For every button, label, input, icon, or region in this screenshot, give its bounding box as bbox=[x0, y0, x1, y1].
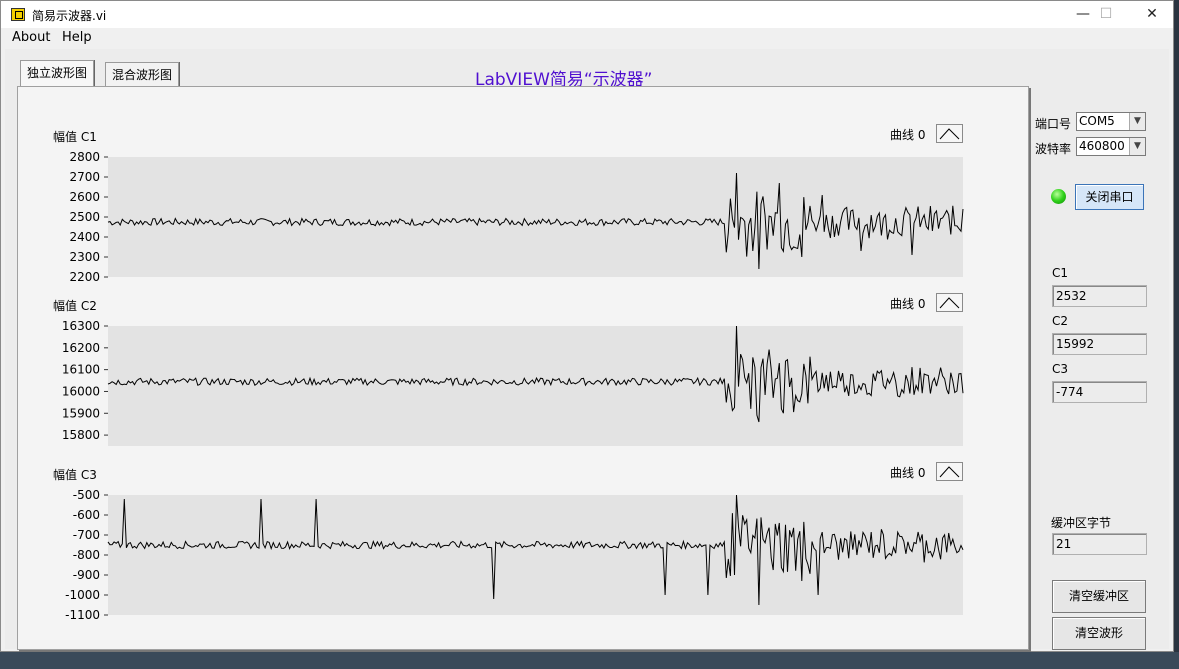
waveform-line-c2 bbox=[107, 325, 964, 423]
front-panel-title: LabVIEW简易“示波器” bbox=[475, 70, 653, 90]
chart-c3-label: 幅值 C3 bbox=[53, 468, 97, 482]
labview-vi-icon bbox=[11, 8, 25, 21]
close-port-button[interactable]: 关闭串口 bbox=[1075, 184, 1144, 210]
minimize-button[interactable]: — bbox=[1076, 6, 1090, 22]
waveform-charts: 2800 2700 2600 2500 2400 2300 2200 16300 16200 16… bbox=[62, 150, 964, 622]
tab-independent-waveform[interactable]: 独立波形图 bbox=[20, 60, 95, 86]
tab-content: 2800 2700 2600 2500 2400 2300 2200 16300 16200 16… bbox=[17, 86, 1029, 650]
y-tick-label: -600 bbox=[73, 508, 100, 522]
chevron-down-icon[interactable]: ▼ bbox=[1129, 138, 1145, 155]
desktop-background bbox=[0, 652, 1179, 669]
y-tick-label: -900 bbox=[73, 568, 100, 582]
title-bar: 简易示波器.vi — ☐ ✕ bbox=[1, 1, 1173, 28]
y-tick-label: -1000 bbox=[65, 588, 100, 602]
y-tick-label: 15900 bbox=[62, 406, 100, 420]
c2-readout-value: 15992 bbox=[1052, 333, 1147, 355]
y-tick-label: 2600 bbox=[69, 190, 100, 204]
plot-area bbox=[108, 157, 963, 277]
c2-readout-label: C2 bbox=[1052, 314, 1069, 328]
chart-c3-legend-label: 曲线 0 bbox=[890, 466, 926, 480]
baud-label: 波特率 bbox=[1035, 142, 1072, 156]
waveform-line-c3 bbox=[107, 494, 964, 606]
plot-area bbox=[108, 495, 963, 615]
port-select[interactable]: COM5 ▼ bbox=[1076, 112, 1146, 131]
y-tick-label: 16000 bbox=[62, 384, 100, 398]
close-button[interactable]: ✕ bbox=[1146, 6, 1158, 22]
buffer-bytes-value: 21 bbox=[1052, 533, 1147, 555]
y-tick-label: 2400 bbox=[69, 230, 100, 244]
window-title: 简易示波器.vi bbox=[32, 9, 107, 23]
y-tick-label: 2800 bbox=[69, 150, 100, 164]
tab-mixed-waveform[interactable]: 混合波形图 bbox=[105, 62, 180, 86]
c3-readout-value: -774 bbox=[1052, 381, 1147, 403]
chart-c2-label: 幅值 C2 bbox=[53, 299, 97, 313]
chart-c1-legend-label: 曲线 0 bbox=[890, 128, 926, 142]
baud-select[interactable]: 460800 ▼ bbox=[1076, 137, 1146, 156]
y-tick-label: 2500 bbox=[69, 210, 100, 224]
menu-bar: About Help bbox=[1, 28, 1173, 48]
y-tick-label: 16200 bbox=[62, 341, 100, 355]
y-tick-label: -700 bbox=[73, 528, 100, 542]
maximize-button[interactable]: ☐ bbox=[1099, 6, 1113, 22]
y-tick-label: -500 bbox=[73, 488, 100, 502]
chart-c2-legend-label: 曲线 0 bbox=[890, 297, 926, 311]
chart-c1-label: 幅值 C1 bbox=[53, 130, 97, 144]
chart-c1-legend-plot-icon[interactable] bbox=[936, 124, 963, 143]
chart-c3-legend-plot-icon[interactable] bbox=[936, 462, 963, 481]
y-tick-label: 2300 bbox=[69, 250, 100, 264]
serial-status-led bbox=[1051, 189, 1066, 204]
c1-readout-value: 2532 bbox=[1052, 285, 1147, 307]
y-tick-label: -1100 bbox=[65, 608, 100, 622]
buffer-bytes-label: 缓冲区字节 bbox=[1051, 516, 1112, 530]
menu-about[interactable]: About bbox=[12, 30, 51, 45]
chevron-down-icon[interactable]: ▼ bbox=[1129, 113, 1145, 130]
waveform-line-c1 bbox=[107, 172, 964, 270]
clear-waveform-button[interactable]: 清空波形 bbox=[1052, 617, 1146, 650]
y-tick-label: 2700 bbox=[69, 170, 100, 184]
clear-buffer-button[interactable]: 清空缓冲区 bbox=[1052, 580, 1146, 613]
chart-c2-legend-plot-icon[interactable] bbox=[936, 293, 963, 312]
y-tick-label: 15800 bbox=[62, 428, 100, 442]
port-value: COM5 bbox=[1079, 114, 1115, 128]
y-tick-label: 16100 bbox=[62, 363, 100, 377]
c1-readout-label: C1 bbox=[1052, 266, 1069, 280]
y-tick-label: 2200 bbox=[69, 270, 100, 284]
app-window: 简易示波器.vi — ☐ ✕ About Help 独立波形图 混合波形图 La… bbox=[0, 0, 1174, 652]
front-panel: 独立波形图 混合波形图 LabVIEW简易“示波器” 2800 2700 2600 2… bbox=[5, 49, 1169, 650]
port-label: 端口号 bbox=[1035, 117, 1072, 131]
y-tick-label: -800 bbox=[73, 548, 100, 562]
y-tick-label: 16300 bbox=[62, 319, 100, 333]
menu-help[interactable]: Help bbox=[62, 30, 92, 45]
baud-value: 460800 bbox=[1079, 139, 1125, 153]
c3-readout-label: C3 bbox=[1052, 362, 1069, 376]
